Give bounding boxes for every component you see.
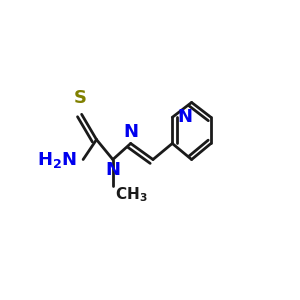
Text: $\mathregular{H_2N}$: $\mathregular{H_2N}$: [37, 149, 77, 170]
Text: N: N: [178, 108, 193, 126]
Text: N: N: [105, 161, 120, 179]
Text: N: N: [123, 123, 138, 141]
Text: $\mathregular{CH_3}$: $\mathregular{CH_3}$: [115, 186, 148, 204]
Text: S: S: [74, 89, 87, 107]
